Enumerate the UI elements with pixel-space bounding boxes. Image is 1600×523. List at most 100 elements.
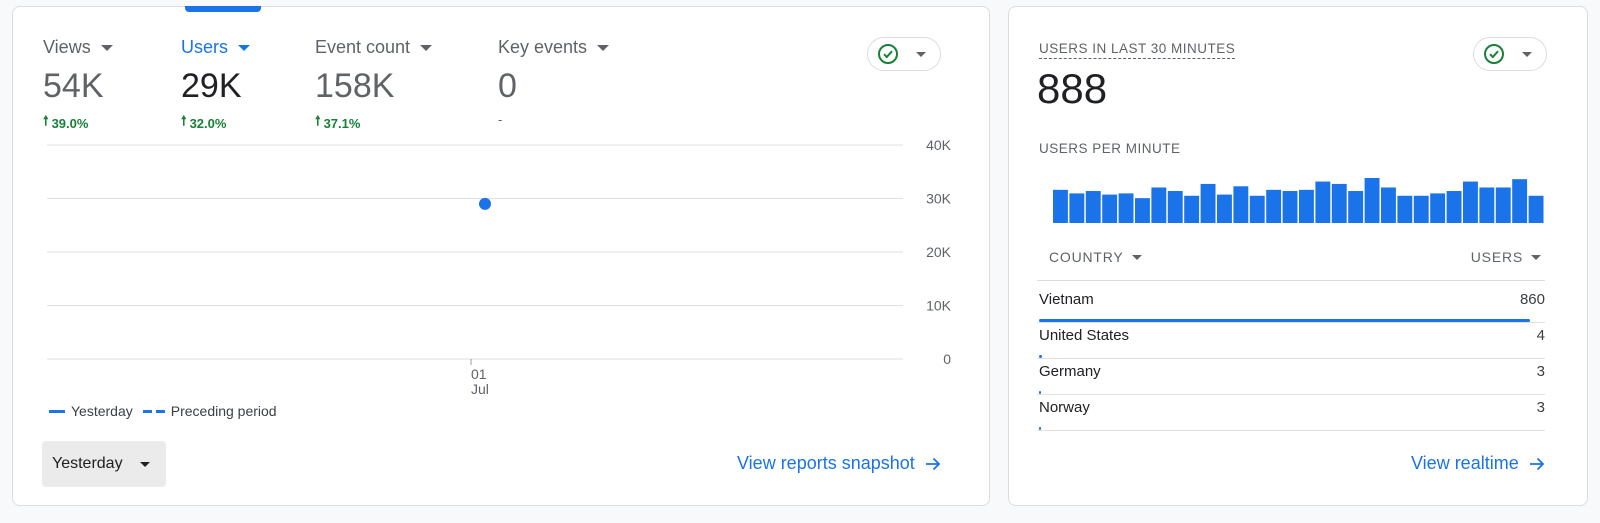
share-bar [1039,355,1042,358]
metric-change-value: 37.1% [323,115,361,131]
arrow-up-icon: 🠕 [315,113,321,128]
check-circle-icon [878,44,898,64]
minute-bar [1135,198,1150,223]
caret-down-icon [238,44,251,51]
view-reports-snapshot-link[interactable]: View reports snapshot [737,453,941,474]
metric-change-value: 39.0% [51,115,89,131]
table-row: Norway 3 [1037,395,1545,431]
legend-item-current: Yesterday [49,403,133,419]
minute-bar [1364,178,1380,223]
metric-label-dropdown[interactable]: Views [43,37,113,58]
metric-label: Users [181,37,229,57]
minute-bar [1430,193,1446,223]
metric-value: 54K [43,67,104,105]
country-name: Norway [1039,399,1090,416]
metric-change-value: - [498,112,503,127]
x-tick-label: Jul [471,381,489,395]
metric-tab-event-count[interactable]: Event count 158K 🠕 37.1% [315,37,433,134]
minute-bar [1512,179,1528,223]
minute-bar [1085,191,1101,223]
check-circle-icon [1484,44,1504,64]
view-realtime-link[interactable]: View realtime [1411,453,1545,474]
active-tab-indicator [185,6,261,12]
metric-tab-key-events[interactable]: Key events 0 - [498,37,610,127]
date-range-dropdown[interactable]: Yesterday [42,441,166,487]
realtime-card: USERS IN LAST 30 MINUTES 888 USERS PER M… [1008,6,1588,506]
metric-label: Views [43,37,91,57]
minute-bar [1528,195,1544,223]
arrow-right-icon [1529,457,1544,470]
share-bar [1039,427,1042,430]
minute-bar [1397,195,1413,223]
column-label: USERS [1470,249,1523,265]
minute-bar [1299,189,1314,223]
chart-legend: Yesterday Preceding period [49,403,287,419]
data-status-chip[interactable] [867,37,941,71]
caret-down-icon [1531,254,1541,260]
table-row: United States 4 [1037,323,1545,359]
metric-change: 🠕 37.1% [315,112,432,134]
caret-down-icon [1522,51,1532,57]
users-per-minute-title: USERS PER MINUTE [1039,141,1181,156]
reports-overview-card: Views 54K 🠕 39.0% Users 29K 🠕 32.0% Even… [12,6,990,506]
column-header-users[interactable]: USERS [1471,249,1541,265]
users-per-minute-bar-chart [1053,178,1544,223]
caret-down-icon [140,461,150,467]
table-row: Germany 3 [1037,359,1545,395]
minute-bar [1151,187,1167,223]
minute-bar [1053,189,1068,223]
minute-bar [1233,186,1249,223]
minute-bar [1348,191,1364,223]
minute-bar [1331,183,1347,223]
metric-label-dropdown[interactable]: Users [181,37,251,58]
minute-bar [1102,194,1118,223]
link-label: View reports snapshot [737,453,915,473]
minute-bar [1217,194,1232,223]
y-tick-label: 20K [926,244,952,260]
minute-bar [1463,181,1478,223]
caret-down-icon [100,44,113,51]
arrow-right-icon [925,457,941,470]
metric-label-dropdown[interactable]: Key events [498,37,610,58]
share-bar [1039,391,1042,394]
minute-bar [1479,187,1495,223]
minute-bar [1282,191,1298,223]
table-row: Vietnam 860 [1037,287,1545,323]
minute-bar [1495,187,1511,223]
metric-tab-views[interactable]: Views 54K 🠕 39.0% [43,37,113,134]
realtime-status-chip[interactable] [1473,37,1547,71]
caret-down-icon [597,44,610,51]
y-tick-label: 30K [926,191,952,207]
minute-bar [1069,193,1085,223]
data-point [479,197,491,210]
legend-label: Preceding period [170,403,277,419]
country-users: 3 [1536,363,1545,380]
country-users: 3 [1536,399,1545,416]
minute-bar [1184,195,1200,223]
minute-bar [1118,193,1134,223]
x-tick-label: 01 [471,366,487,382]
metric-change: - [498,112,609,127]
link-label: View realtime [1411,453,1519,473]
minute-bar [1381,187,1396,223]
date-range-value: Yesterday [52,455,123,472]
arrow-up-icon: 🠕 [181,113,187,128]
country-users: 860 [1519,291,1545,308]
caret-down-icon [916,51,926,57]
minute-bar [1446,191,1462,223]
realtime-title[interactable]: USERS IN LAST 30 MINUTES [1039,41,1236,59]
share-bar [1039,319,1530,322]
metric-label: Event count [315,37,411,57]
metric-value: 0 [498,67,517,105]
legend-item-previous: Preceding period [142,403,277,419]
metric-label: Key events [498,37,588,57]
column-header-country[interactable]: COUNTRY [1049,249,1142,265]
solid-line-swatch [49,409,65,413]
metric-tab-users[interactable]: Users 29K 🠕 32.0% [181,37,251,134]
minute-bar [1167,191,1183,223]
country-name: Germany [1039,363,1101,380]
metric-label-dropdown[interactable]: Event count [315,37,433,58]
legend-label: Yesterday [71,403,133,419]
country-table-header: COUNTRY USERS [1037,247,1545,281]
